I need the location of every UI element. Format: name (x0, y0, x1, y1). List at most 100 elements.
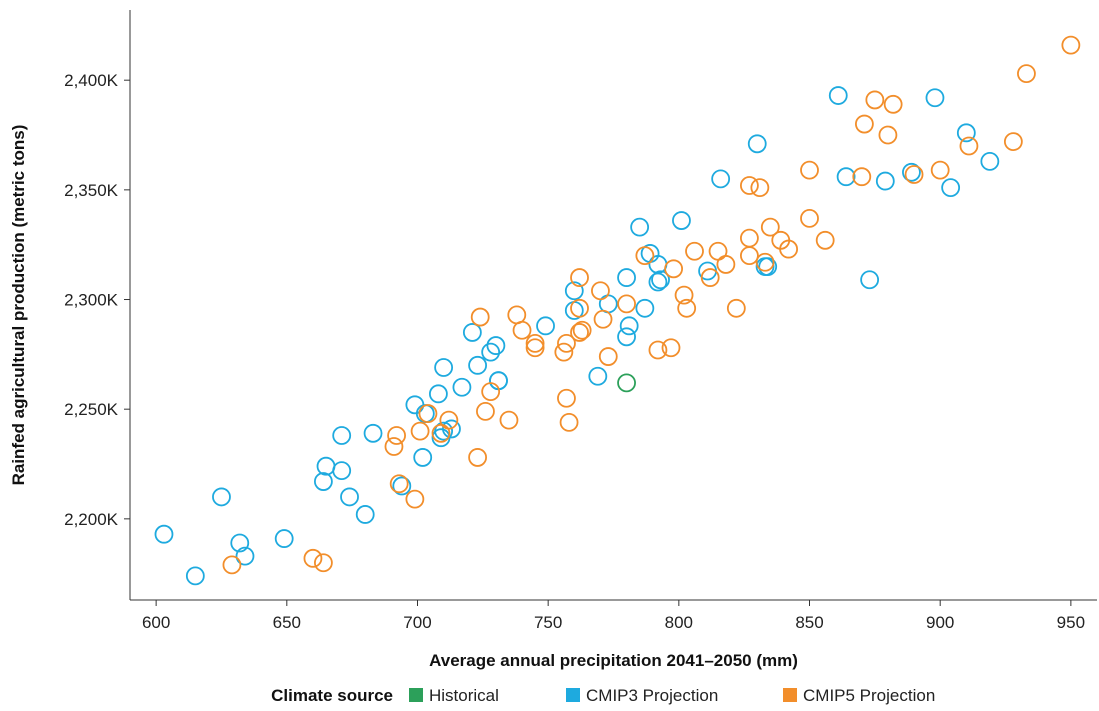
data-point (363, 423, 383, 443)
x-tick-label: 800 (665, 613, 693, 632)
data-point (758, 257, 778, 277)
data-point (815, 230, 835, 250)
x-tick-label: 900 (926, 613, 954, 632)
data-point (564, 281, 584, 301)
y-tick-label: 2,350K (64, 181, 119, 200)
data-point (740, 228, 759, 248)
data-point (559, 412, 579, 432)
data-point (154, 524, 174, 544)
data-point (332, 426, 352, 445)
data-point (1017, 64, 1036, 84)
data-point (1003, 132, 1023, 151)
data-point (499, 410, 519, 430)
data-point (878, 125, 898, 145)
data-point (883, 94, 903, 114)
data-point (865, 90, 885, 110)
data-point (941, 178, 961, 198)
data-point (476, 401, 495, 421)
data-point (512, 320, 532, 340)
data-point (875, 171, 895, 191)
data-point (860, 270, 880, 290)
data-point (617, 327, 636, 347)
data-point (630, 217, 650, 237)
data-point (617, 294, 636, 314)
data-point (617, 268, 636, 287)
data-point (434, 358, 454, 377)
data-point (418, 404, 438, 423)
data-point (468, 448, 487, 467)
legend-label: Historical (429, 686, 499, 705)
data-point (486, 336, 506, 355)
data-point (313, 472, 333, 491)
data-point (230, 533, 250, 553)
data-point (700, 268, 720, 287)
data-point (557, 333, 576, 353)
data-point (711, 169, 731, 189)
data-point (470, 307, 490, 327)
data-point (685, 241, 704, 261)
data-point (525, 333, 545, 353)
y-tick-label: 2,400K (64, 71, 119, 90)
data-point (598, 294, 618, 314)
data-point (1061, 35, 1081, 55)
data-point (672, 211, 691, 230)
data-point (303, 548, 323, 568)
x-tick-label: 650 (273, 613, 301, 632)
data-point (507, 305, 527, 325)
data-point (468, 355, 487, 375)
x-tick-label: 750 (534, 613, 562, 632)
data-point (413, 448, 433, 467)
data-point (674, 285, 694, 305)
data-point (340, 487, 359, 507)
data-point (570, 323, 589, 342)
data-point (836, 167, 856, 187)
data-point (617, 373, 636, 393)
data-point (661, 338, 681, 358)
data-point (747, 134, 767, 154)
data-point (235, 546, 255, 566)
data-point (384, 437, 404, 456)
x-tick-label: 950 (1057, 613, 1085, 632)
data-point (452, 377, 472, 397)
data-point (598, 347, 618, 366)
data-point (434, 421, 454, 441)
data-point (677, 298, 697, 318)
data-point (755, 252, 775, 272)
data-point (593, 309, 613, 329)
data-point (410, 421, 430, 441)
data-point (212, 487, 231, 507)
data-point (740, 246, 759, 266)
data-point (525, 338, 545, 358)
legend: Climate source Historical CMIP3 Projectio… (271, 686, 935, 705)
data-point (708, 241, 728, 261)
data-point (462, 323, 482, 342)
data-point (779, 239, 799, 259)
data-point (222, 555, 242, 575)
legend-label: CMIP5 Projection (803, 686, 935, 705)
data-point (316, 456, 336, 476)
data-point (405, 489, 425, 509)
data-point (442, 419, 461, 439)
data-point (716, 255, 736, 274)
data-point (274, 529, 294, 548)
legend-title: Climate source (271, 686, 393, 705)
data-point (570, 268, 589, 287)
data-point (726, 298, 746, 318)
data-point (392, 476, 412, 496)
legend-swatch (783, 688, 797, 702)
data-point (439, 410, 459, 430)
data-points (154, 35, 1081, 586)
data-point (428, 384, 448, 404)
x-axis-title: Average annual precipitation 2041–2050 (… (429, 651, 798, 670)
data-point (591, 281, 610, 301)
data-point (572, 320, 592, 340)
data-point (648, 340, 668, 360)
data-point (313, 553, 333, 573)
data-point (925, 88, 945, 108)
data-point (930, 160, 950, 180)
data-point (904, 165, 924, 184)
data-point (959, 136, 979, 156)
data-point (651, 270, 670, 290)
